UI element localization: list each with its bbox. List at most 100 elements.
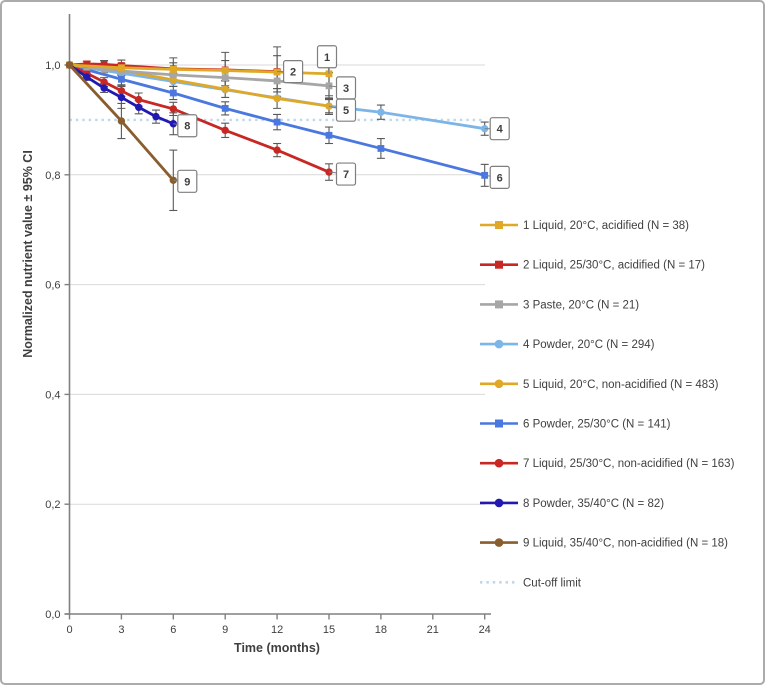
data-point-marker (83, 73, 91, 81)
data-point-marker (495, 221, 503, 229)
x-tick-label: 21 (427, 624, 439, 636)
series-9 (65, 61, 177, 184)
data-point-marker (273, 68, 281, 76)
data-point-marker (152, 112, 160, 121)
callout-box (489, 117, 510, 141)
legend-item-label: 4 Powder, 20°C (N = 294) (523, 339, 655, 351)
legend: 1 Liquid, 20°C, acidified (N = 38) 2 Liqu… (480, 220, 735, 589)
legend-item-label: Cut-off limit (523, 577, 582, 589)
x-tick-label: 12 (271, 624, 283, 636)
legend-item-9: 9 Liquid, 35/40°C, non-acidified (N = 18… (480, 538, 728, 550)
x-tick-label: 18 (375, 624, 387, 636)
data-point-marker (494, 458, 504, 468)
callout-label: 5 (343, 105, 349, 117)
callout-box (335, 98, 357, 122)
data-point-marker (100, 61, 108, 68)
data-point-marker (221, 85, 229, 93)
callout-box (316, 45, 338, 69)
data-point-marker (169, 65, 177, 73)
data-point-marker (221, 74, 229, 82)
legend-item-3: 3 Paste, 20°C (N = 21) (480, 299, 639, 311)
callout-label: 3 (343, 83, 349, 95)
callout-box (177, 114, 198, 138)
legend-item-4: 4 Powder, 20°C (N = 294) (480, 339, 655, 351)
legend-item-label: 9 Liquid, 35/40°C, non-acidified (N = 18… (523, 538, 728, 550)
legend-item-label: 6 Powder, 25/30°C (N = 141) (523, 419, 671, 431)
data-point-marker (100, 65, 108, 73)
callout-label: 4 (497, 124, 504, 136)
legend-item-label: 7 Liquid, 25/30°C, non-acidified (N = 16… (523, 458, 735, 470)
data-point-marker (135, 103, 143, 111)
legend-item-2: 2 Liquid, 25/30°C, acidified (N = 17) (480, 260, 705, 272)
data-point-marker (494, 339, 504, 349)
data-point-marker (494, 498, 504, 508)
data-point-marker (118, 64, 125, 72)
y-tick-label: 0,2 (45, 499, 60, 511)
callout-box (283, 59, 304, 84)
y-tick-label: 0,6 (45, 280, 60, 292)
y-tick-label: 0,8 (45, 170, 60, 182)
data-point-marker (495, 300, 503, 309)
legend-item-1: 1 Liquid, 20°C, acidified (N = 38) (480, 220, 689, 232)
callout-label: 7 (343, 169, 349, 181)
data-point-marker (273, 146, 281, 154)
data-point-marker (495, 419, 503, 428)
legend-item-label: 5 Liquid, 20°C, non-acidified (N = 483) (523, 379, 719, 391)
callout-box (335, 162, 357, 186)
data-point-marker (65, 61, 74, 69)
data-point-marker (495, 260, 503, 269)
data-point-marker (494, 379, 504, 389)
x-tick-label: 0 (66, 624, 72, 636)
data-point-marker (117, 87, 126, 95)
data-point-marker (100, 84, 108, 92)
x-tick-label: 15 (323, 624, 335, 636)
series-callouts: 1 2 3 4 5 6 7 8 9 (173, 45, 510, 193)
x-tick-label: 24 (479, 624, 491, 636)
axes: 0 3 6 9 12 15 18 21 240,00,20,40,60,81,0 (45, 14, 491, 636)
legend-item-label: 2 Liquid, 25/30°C, acidified (N = 17) (523, 260, 705, 272)
data-point-marker (100, 78, 108, 86)
callout-label: 6 (497, 172, 503, 184)
data-point-marker (135, 95, 143, 104)
x-tick-label: 3 (118, 624, 124, 636)
legend-item-label: 3 Paste, 20°C (N = 21) (523, 299, 639, 311)
legend-item-8: 8 Powder, 35/40°C (N = 82) (480, 498, 664, 510)
data-point-marker (325, 70, 333, 78)
series-line (68, 63, 487, 177)
data-point-marker (494, 538, 504, 547)
y-tick-label: 1,0 (45, 60, 60, 72)
y-tick-label: 0,4 (45, 389, 60, 401)
x-axis-title: Time (months) (234, 641, 320, 655)
x-tick-label: 9 (222, 624, 228, 636)
callout-label: 8 (184, 121, 190, 133)
data-point-marker (169, 89, 177, 97)
y-tick-label: 0,0 (45, 609, 60, 621)
data-point-marker (221, 126, 229, 135)
data-point-marker (221, 104, 229, 112)
data-point-marker (325, 131, 333, 139)
callout-box (177, 169, 198, 193)
legend-item-cutoff: Cut-off limit (480, 577, 582, 589)
chart-generated-content: 0 3 6 9 12 15 18 21 240,00,20,40,60,81,012345678… (45, 14, 735, 636)
data-point-marker (273, 118, 281, 126)
data-point-marker (221, 67, 229, 74)
data-point-marker (117, 93, 126, 102)
data-point-marker (118, 75, 125, 83)
data-point-marker (169, 105, 177, 113)
data-point-marker (273, 77, 281, 85)
data-point-marker (377, 108, 385, 116)
legend-item-7: 7 Liquid, 25/30°C, non-acidified (N = 16… (480, 458, 735, 470)
data-point-marker (377, 145, 385, 152)
data-point-marker (83, 60, 91, 68)
data-point-marker (481, 171, 489, 179)
data-point-marker (169, 71, 177, 79)
legend-item-5: 5 Liquid, 20°C, non-acidified (N = 483) (480, 379, 719, 391)
y-axis-title: Normalized nutrient value ± 95% CI (21, 150, 35, 358)
callout-label: 1 (324, 52, 330, 64)
legend-item-6: 6 Powder, 25/30°C (N = 141) (480, 419, 671, 431)
data-point-marker (117, 117, 126, 125)
callout-box (489, 165, 510, 189)
x-tick-label: 6 (170, 624, 176, 636)
